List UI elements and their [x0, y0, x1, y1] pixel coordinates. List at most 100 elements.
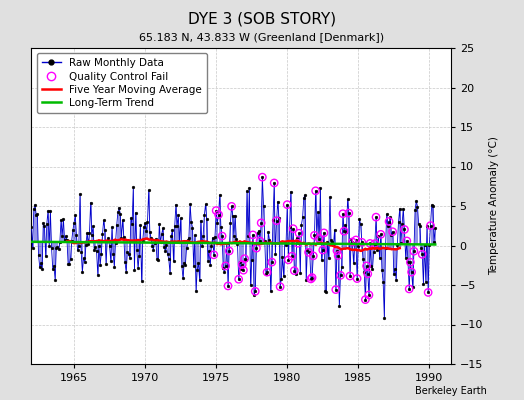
- Quality Control Fail: [370, 240, 379, 247]
- Quality Control Fail: [339, 210, 347, 217]
- Quality Control Fail: [276, 284, 285, 290]
- Raw Monthly Data: [259, 175, 266, 180]
- Quality Control Fail: [427, 222, 435, 229]
- Raw Monthly Data: [432, 226, 439, 230]
- Quality Control Fail: [345, 210, 353, 216]
- Quality Control Fail: [214, 212, 223, 218]
- Raw Monthly Data: [72, 213, 79, 218]
- Quality Control Fail: [290, 268, 299, 274]
- Quality Control Fail: [363, 263, 371, 269]
- Quality Control Fail: [234, 276, 243, 282]
- Raw Monthly Data: [156, 221, 162, 226]
- Quality Control Fail: [424, 289, 432, 296]
- Quality Control Fail: [241, 256, 249, 262]
- Text: Berkeley Earth: Berkeley Earth: [416, 386, 487, 396]
- Long-Term Trend: [383, 242, 389, 246]
- Quality Control Fail: [400, 226, 409, 233]
- Quality Control Fail: [334, 252, 342, 259]
- Quality Control Fail: [332, 286, 340, 293]
- Quality Control Fail: [268, 259, 276, 265]
- Quality Control Fail: [406, 259, 414, 266]
- Five Year Moving Average: [102, 239, 108, 244]
- Legend: Raw Monthly Data, Quality Control Fail, Five Year Moving Average, Long-Term Tren: Raw Monthly Data, Quality Control Fail, …: [37, 53, 207, 113]
- Raw Monthly Data: [381, 315, 387, 320]
- Quality Control Fail: [270, 180, 278, 186]
- Quality Control Fail: [358, 239, 366, 246]
- Y-axis label: Temperature Anomaly (°C): Temperature Anomaly (°C): [488, 136, 499, 276]
- Raw Monthly Data: [71, 220, 77, 225]
- Quality Control Fail: [418, 251, 427, 258]
- Raw Monthly Data: [385, 224, 391, 228]
- Quality Control Fail: [319, 247, 327, 253]
- Quality Control Fail: [256, 238, 264, 244]
- Quality Control Fail: [365, 292, 373, 298]
- Quality Control Fail: [304, 249, 313, 256]
- Quality Control Fail: [385, 218, 393, 225]
- Quality Control Fail: [315, 236, 323, 242]
- Raw Monthly Data: [28, 224, 35, 229]
- Line: Five Year Moving Average: Five Year Moving Average: [67, 238, 400, 251]
- Quality Control Fail: [364, 271, 372, 277]
- Quality Control Fail: [263, 269, 271, 275]
- Quality Control Fail: [289, 226, 297, 232]
- Quality Control Fail: [284, 257, 292, 263]
- Five Year Moving Average: [71, 241, 77, 246]
- Quality Control Fail: [310, 232, 319, 238]
- Quality Control Fail: [212, 207, 221, 214]
- Long-Term Trend: [432, 242, 439, 247]
- Quality Control Fail: [224, 283, 232, 289]
- Raw Monthly Data: [73, 232, 80, 237]
- Quality Control Fail: [293, 240, 302, 246]
- Quality Control Fail: [283, 202, 291, 208]
- Long-Term Trend: [73, 240, 80, 244]
- Quality Control Fail: [352, 237, 360, 243]
- Quality Control Fail: [238, 262, 246, 268]
- Quality Control Fail: [257, 220, 265, 226]
- Line: Long-Term Trend: Long-Term Trend: [31, 242, 435, 244]
- Quality Control Fail: [222, 263, 230, 269]
- Quality Control Fail: [377, 231, 385, 238]
- Quality Control Fail: [340, 228, 348, 234]
- Five Year Moving Average: [73, 240, 80, 245]
- Quality Control Fail: [307, 276, 315, 282]
- Quality Control Fail: [366, 240, 374, 247]
- Quality Control Fail: [407, 269, 416, 275]
- Quality Control Fail: [308, 274, 316, 281]
- Quality Control Fail: [410, 248, 418, 254]
- Quality Control Fail: [336, 272, 345, 278]
- Quality Control Fail: [320, 230, 328, 236]
- Quality Control Fail: [311, 188, 320, 194]
- Quality Control Fail: [402, 238, 411, 244]
- Quality Control Fail: [405, 286, 413, 292]
- Text: 65.183 N, 43.833 W (Greenland [Denmark]): 65.183 N, 43.833 W (Greenland [Denmark]): [139, 32, 385, 42]
- Five Year Moving Average: [156, 239, 162, 244]
- Quality Control Fail: [227, 203, 236, 210]
- Long-Term Trend: [28, 240, 35, 244]
- Quality Control Fail: [361, 296, 369, 303]
- Long-Term Trend: [102, 240, 108, 245]
- Text: DYE 3 (SOB STORY): DYE 3 (SOB STORY): [188, 12, 336, 27]
- Quality Control Fail: [346, 273, 354, 279]
- Long-Term Trend: [156, 240, 162, 245]
- Quality Control Fail: [239, 267, 248, 274]
- Quality Control Fail: [210, 252, 218, 258]
- Long-Term Trend: [71, 240, 77, 244]
- Raw Monthly Data: [102, 228, 108, 232]
- Quality Control Fail: [348, 239, 356, 245]
- Quality Control Fail: [249, 232, 257, 238]
- Quality Control Fail: [353, 275, 361, 282]
- Quality Control Fail: [333, 248, 341, 254]
- Quality Control Fail: [309, 253, 318, 259]
- Long-Term Trend: [72, 240, 79, 244]
- Quality Control Fail: [272, 218, 281, 224]
- Quality Control Fail: [372, 214, 380, 220]
- Five Year Moving Average: [383, 246, 389, 251]
- Quality Control Fail: [258, 174, 267, 180]
- Quality Control Fail: [388, 228, 397, 235]
- Five Year Moving Average: [72, 241, 79, 246]
- Quality Control Fail: [218, 233, 226, 239]
- Quality Control Fail: [225, 248, 233, 254]
- Quality Control Fail: [252, 245, 260, 251]
- Quality Control Fail: [251, 288, 259, 294]
- Line: Raw Monthly Data: Raw Monthly Data: [30, 176, 436, 319]
